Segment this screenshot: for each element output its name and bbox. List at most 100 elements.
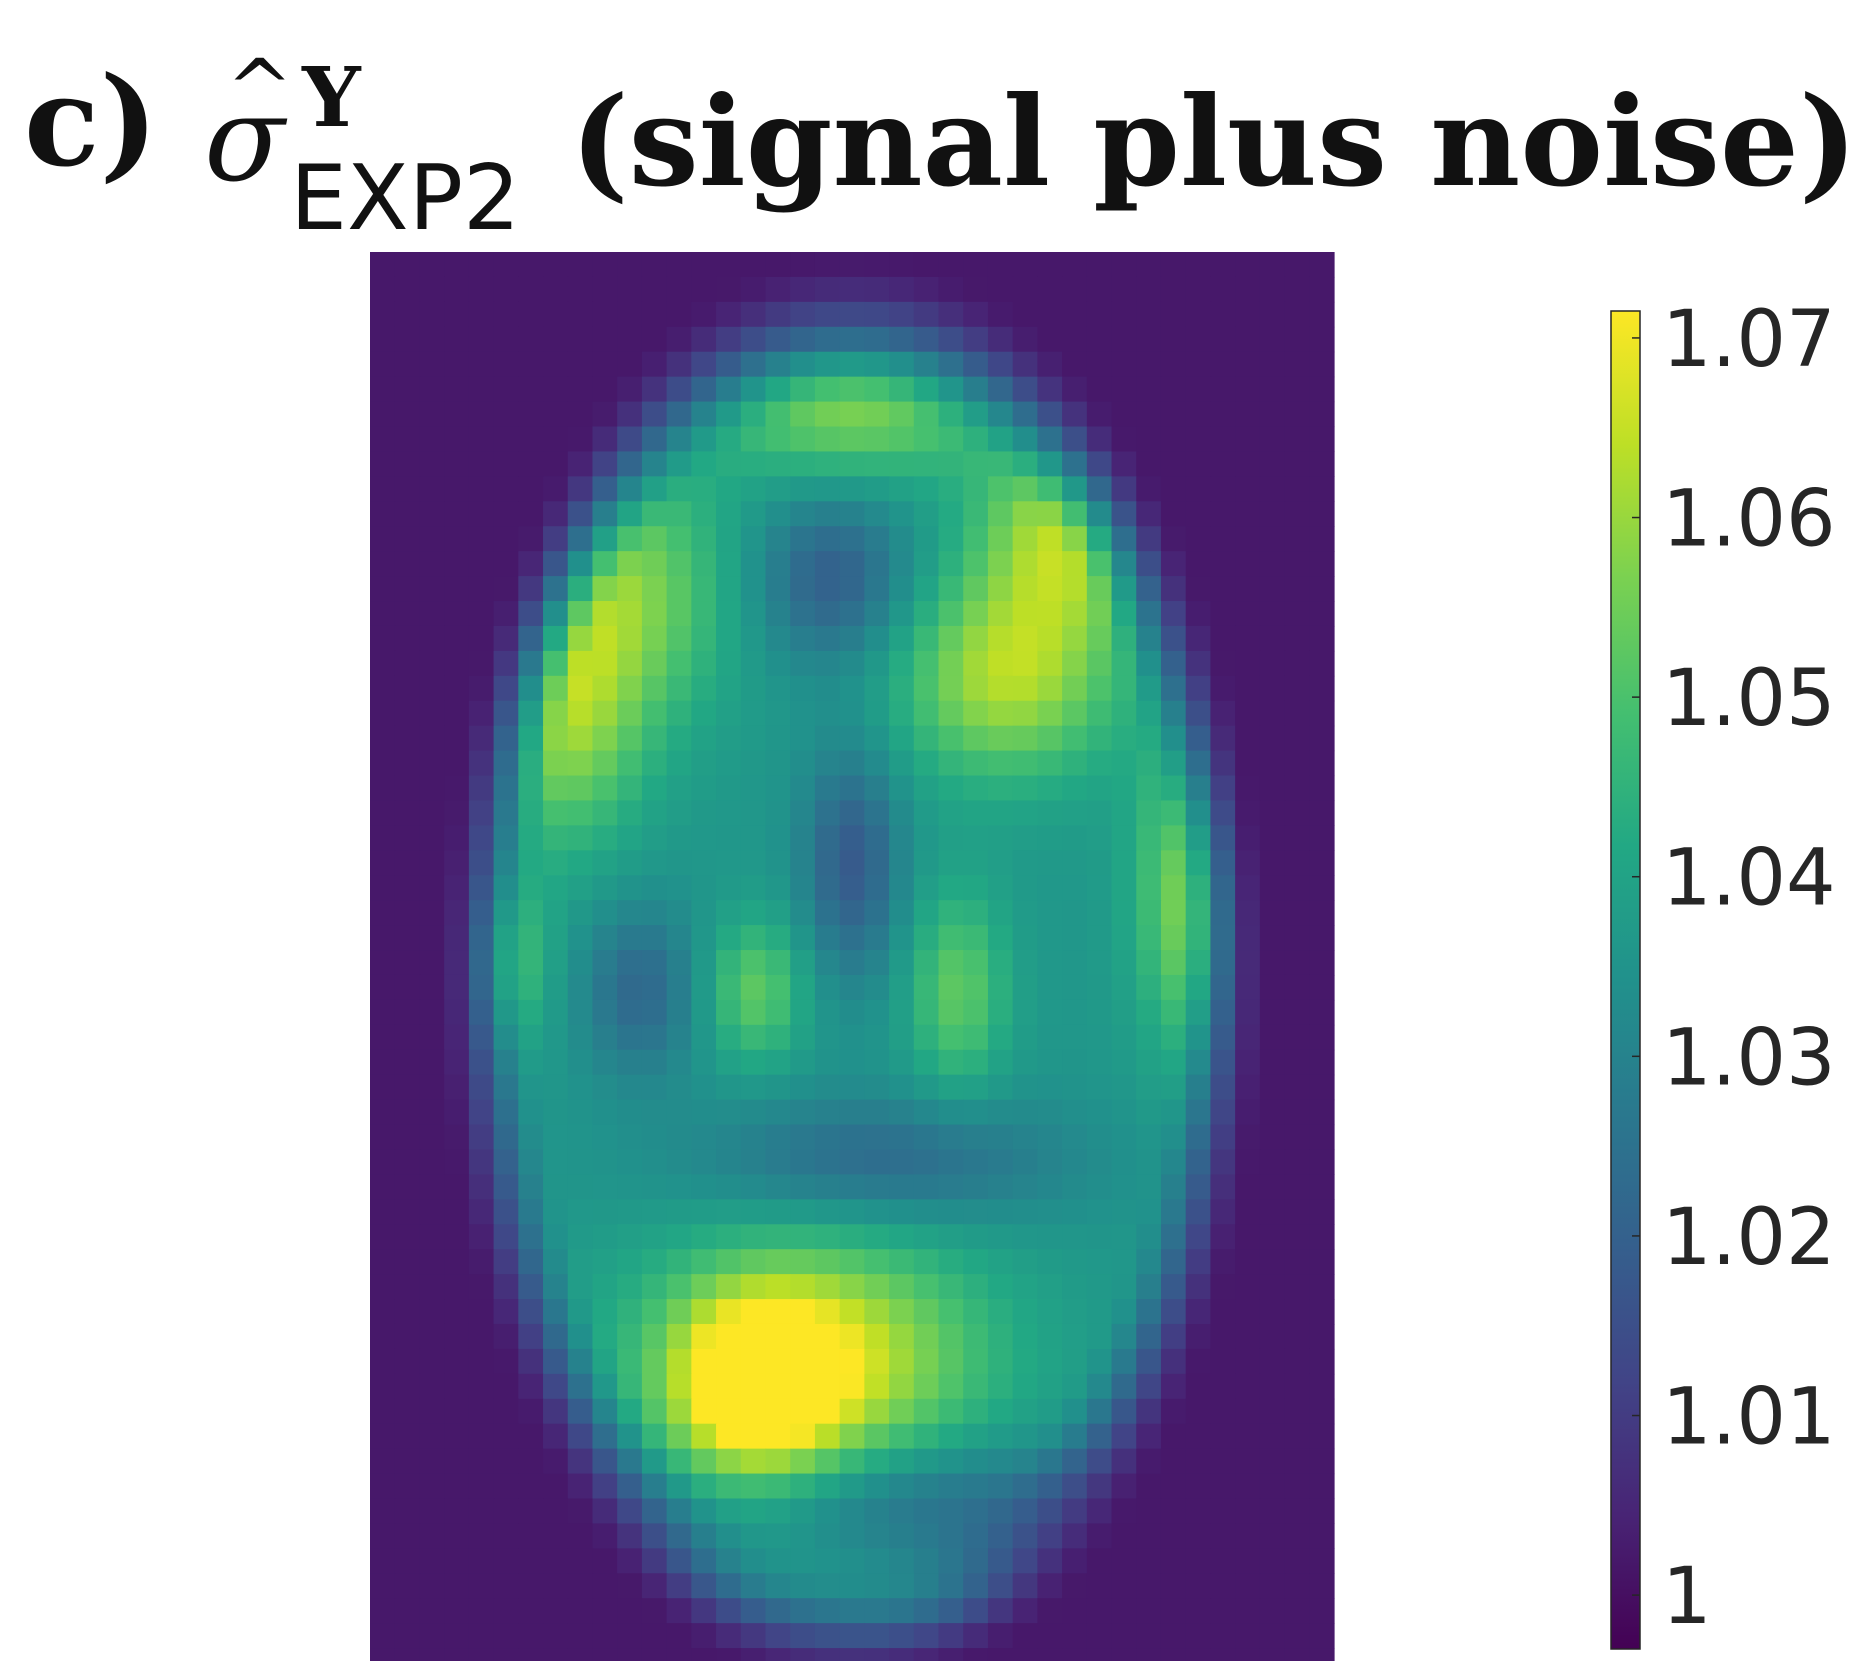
heatmap-cell	[617, 875, 643, 901]
heatmap-cell	[1086, 925, 1113, 951]
heatmap-cell	[641, 999, 668, 1026]
heatmap-cell	[1284, 875, 1310, 901]
heatmap-cell	[1012, 401, 1038, 428]
heatmap-cell	[839, 1323, 865, 1350]
heatmap-cell	[864, 376, 890, 403]
heatmap-cell	[1136, 1623, 1162, 1649]
title-text: (signal plus noise)	[570, 70, 1858, 215]
heatmap-cell	[814, 675, 841, 702]
heatmap-cell	[666, 1648, 692, 1661]
heatmap-cell	[1284, 974, 1310, 1001]
heatmap-cell	[716, 1174, 742, 1200]
heatmap-cell	[1012, 1623, 1038, 1649]
heatmap-cell	[765, 1523, 791, 1549]
heatmap-cell	[543, 1249, 569, 1275]
heatmap-cell	[1136, 301, 1162, 328]
heatmap-cell	[913, 1199, 940, 1225]
heatmap-cell	[370, 1174, 396, 1200]
heatmap-cell	[1309, 1448, 1335, 1475]
heatmap-cell	[864, 825, 890, 851]
heatmap-cell	[493, 875, 519, 901]
heatmap-cell	[864, 850, 890, 876]
heatmap-cell	[444, 625, 470, 652]
heatmap-cell	[889, 1224, 915, 1250]
heatmap-cell	[543, 750, 569, 777]
heatmap-cell	[1210, 252, 1236, 278]
heatmap-cell	[592, 551, 618, 577]
heatmap-cell	[1185, 999, 1212, 1026]
heatmap-cell	[1160, 1049, 1187, 1076]
heatmap-cell	[419, 1049, 445, 1076]
heatmap-cell	[1111, 1149, 1137, 1175]
heatmap-cell	[889, 1648, 915, 1661]
heatmap-cell	[864, 675, 890, 702]
heatmap-cell	[1086, 1099, 1113, 1126]
heatmap-cell	[691, 1623, 717, 1649]
heatmap-cell	[1086, 1323, 1113, 1350]
heatmap-cell	[419, 301, 445, 328]
heatmap-cell	[1086, 850, 1113, 876]
heatmap-cell	[716, 526, 742, 552]
heatmap-cell	[1284, 401, 1310, 428]
heatmap-cell	[1185, 1323, 1212, 1350]
heatmap-cell	[691, 1024, 717, 1051]
heatmap-cell	[1309, 1074, 1335, 1101]
heatmap-cell	[1012, 501, 1038, 527]
heatmap-cell	[864, 900, 890, 926]
heatmap-cell	[1086, 1548, 1113, 1574]
heatmap-cell	[518, 950, 544, 976]
heatmap-cell	[790, 1274, 816, 1300]
heatmap-cell	[543, 775, 569, 802]
heatmap-cell	[394, 501, 421, 527]
heatmap-cell	[493, 1598, 519, 1624]
heatmap-cell	[617, 650, 643, 677]
heatmap-cell	[839, 1274, 865, 1300]
heatmap-cell	[1185, 625, 1212, 652]
heatmap-cell	[1062, 326, 1088, 353]
heatmap-cell	[468, 1348, 495, 1375]
heatmap-cell	[370, 476, 396, 502]
heatmap-cell	[419, 750, 445, 777]
heatmap-cell	[1235, 725, 1261, 752]
heatmap-cell	[765, 351, 791, 378]
heatmap-cell	[1284, 1249, 1310, 1275]
heatmap-cell	[765, 1099, 791, 1126]
heatmap-cell	[987, 1174, 1014, 1200]
heatmap-cell	[518, 1274, 544, 1300]
heatmap-cell	[1012, 1398, 1038, 1425]
heatmap-cell	[814, 1074, 841, 1101]
heatmap-cell	[938, 1473, 964, 1500]
heatmap-cell	[938, 850, 964, 876]
heatmap-cell	[370, 850, 396, 876]
heatmap-cell	[839, 1124, 865, 1151]
heatmap-cell	[987, 1548, 1014, 1574]
heatmap-cell	[666, 1473, 692, 1500]
heatmap-cell	[814, 974, 841, 1001]
heatmap-cell	[963, 1498, 989, 1525]
heatmap-cell	[444, 276, 470, 303]
heatmap-cell	[617, 476, 643, 502]
heatmap-cell	[913, 501, 940, 527]
heatmap-cell	[1136, 326, 1162, 353]
heatmap-cell	[1259, 1398, 1286, 1425]
heatmap-cell	[493, 401, 519, 428]
heatmap-cell	[1086, 376, 1113, 403]
heatmap-cell	[1062, 1124, 1088, 1151]
heatmap-cell	[617, 900, 643, 926]
heatmap-cell	[370, 401, 396, 428]
heatmap-cell	[864, 650, 890, 677]
heatmap-cell	[1062, 1224, 1088, 1250]
heatmap-cell	[444, 1523, 470, 1549]
heatmap-cell	[839, 700, 865, 727]
heatmap-cell	[1160, 1299, 1187, 1325]
heatmap-cell	[1210, 1024, 1236, 1051]
heatmap-cell	[567, 1149, 594, 1175]
heatmap-cell	[666, 950, 692, 976]
heatmap-cell	[666, 725, 692, 752]
heatmap-cell	[1037, 376, 1063, 403]
heatmap-cell	[938, 1348, 964, 1375]
heatmap-cell	[716, 1074, 742, 1101]
heatmap-cell	[889, 1573, 915, 1599]
heatmap-cell	[790, 1149, 816, 1175]
heatmap-cell	[691, 1648, 717, 1661]
